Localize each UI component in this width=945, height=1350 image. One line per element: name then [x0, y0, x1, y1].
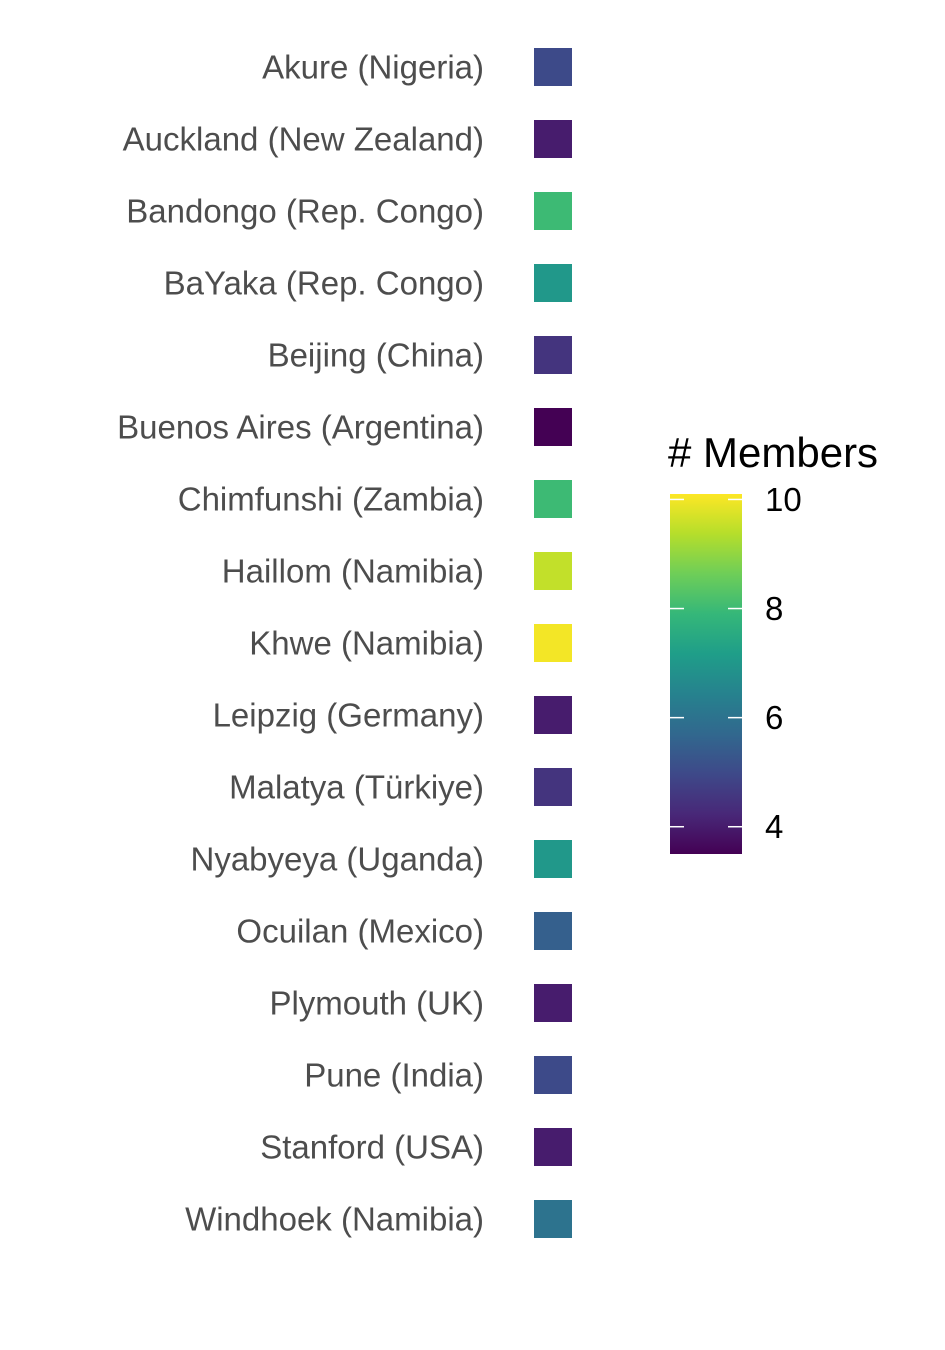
row: Ocuilan (Mexico) — [236, 912, 572, 950]
category-label: Pune (India) — [304, 1057, 484, 1094]
category-label: Malatya (Türkiye) — [229, 769, 484, 806]
row: Plymouth (UK) — [269, 984, 572, 1022]
tile — [534, 552, 572, 590]
tile — [534, 1200, 572, 1238]
tile — [534, 264, 572, 302]
tile — [534, 840, 572, 878]
row: Nyabyeya (Uganda) — [191, 840, 572, 878]
row: Akure (Nigeria) — [262, 48, 572, 86]
row: Buenos Aires (Argentina) — [117, 408, 572, 446]
category-label: Chimfunshi (Zambia) — [178, 481, 484, 518]
category-label: Bandongo (Rep. Congo) — [126, 193, 484, 230]
legend-tick-label: 6 — [765, 699, 783, 736]
row: Chimfunshi (Zambia) — [178, 480, 572, 518]
category-label: Ocuilan (Mexico) — [236, 913, 484, 950]
row: Khwe (Namibia) — [249, 624, 572, 662]
row: Leipzig (Germany) — [213, 696, 572, 734]
tile — [534, 48, 572, 86]
tile — [534, 120, 572, 158]
tile — [534, 480, 572, 518]
tile — [534, 336, 572, 374]
category-label: Windhoek (Namibia) — [185, 1201, 484, 1238]
category-label: Beijing (China) — [268, 337, 484, 374]
row: BaYaka (Rep. Congo) — [164, 264, 572, 302]
tile — [534, 624, 572, 662]
row: Malatya (Türkiye) — [229, 768, 572, 806]
legend-title: # Members — [668, 429, 878, 476]
tile — [534, 192, 572, 230]
row: Stanford (USA) — [260, 1128, 572, 1166]
color-legend: # Members 4 6 8 10 — [668, 429, 878, 854]
category-label: BaYaka (Rep. Congo) — [164, 265, 484, 302]
category-label: Leipzig (Germany) — [213, 697, 484, 734]
category-label: Haillom (Namibia) — [222, 553, 484, 590]
legend-colorbar — [670, 494, 742, 854]
row: Beijing (China) — [268, 336, 572, 374]
row: Windhoek (Namibia) — [185, 1200, 572, 1238]
tile — [534, 696, 572, 734]
row: Bandongo (Rep. Congo) — [126, 192, 572, 230]
category-label: Plymouth (UK) — [269, 985, 484, 1022]
category-label: Auckland (New Zealand) — [123, 121, 484, 158]
tile — [534, 1128, 572, 1166]
tile-rows: Akure (Nigeria) Auckland (New Zealand) Ban… — [117, 48, 572, 1238]
legend-tick-label: 10 — [765, 481, 802, 518]
tile — [534, 912, 572, 950]
legend-tick-label: 8 — [765, 590, 783, 627]
row: Auckland (New Zealand) — [123, 120, 572, 158]
row: Haillom (Namibia) — [222, 552, 572, 590]
category-label: Khwe (Namibia) — [249, 625, 484, 662]
category-label: Nyabyeya (Uganda) — [191, 841, 485, 878]
legend-ticks: 4 6 8 10 — [670, 481, 802, 845]
tile — [534, 408, 572, 446]
category-label: Buenos Aires (Argentina) — [117, 409, 484, 446]
row: Pune (India) — [304, 1056, 572, 1094]
tile — [534, 768, 572, 806]
tile — [534, 984, 572, 1022]
tile — [534, 1056, 572, 1094]
category-label: Akure (Nigeria) — [262, 49, 484, 86]
category-label: Stanford (USA) — [260, 1129, 484, 1166]
legend-tick-label: 4 — [765, 808, 783, 845]
